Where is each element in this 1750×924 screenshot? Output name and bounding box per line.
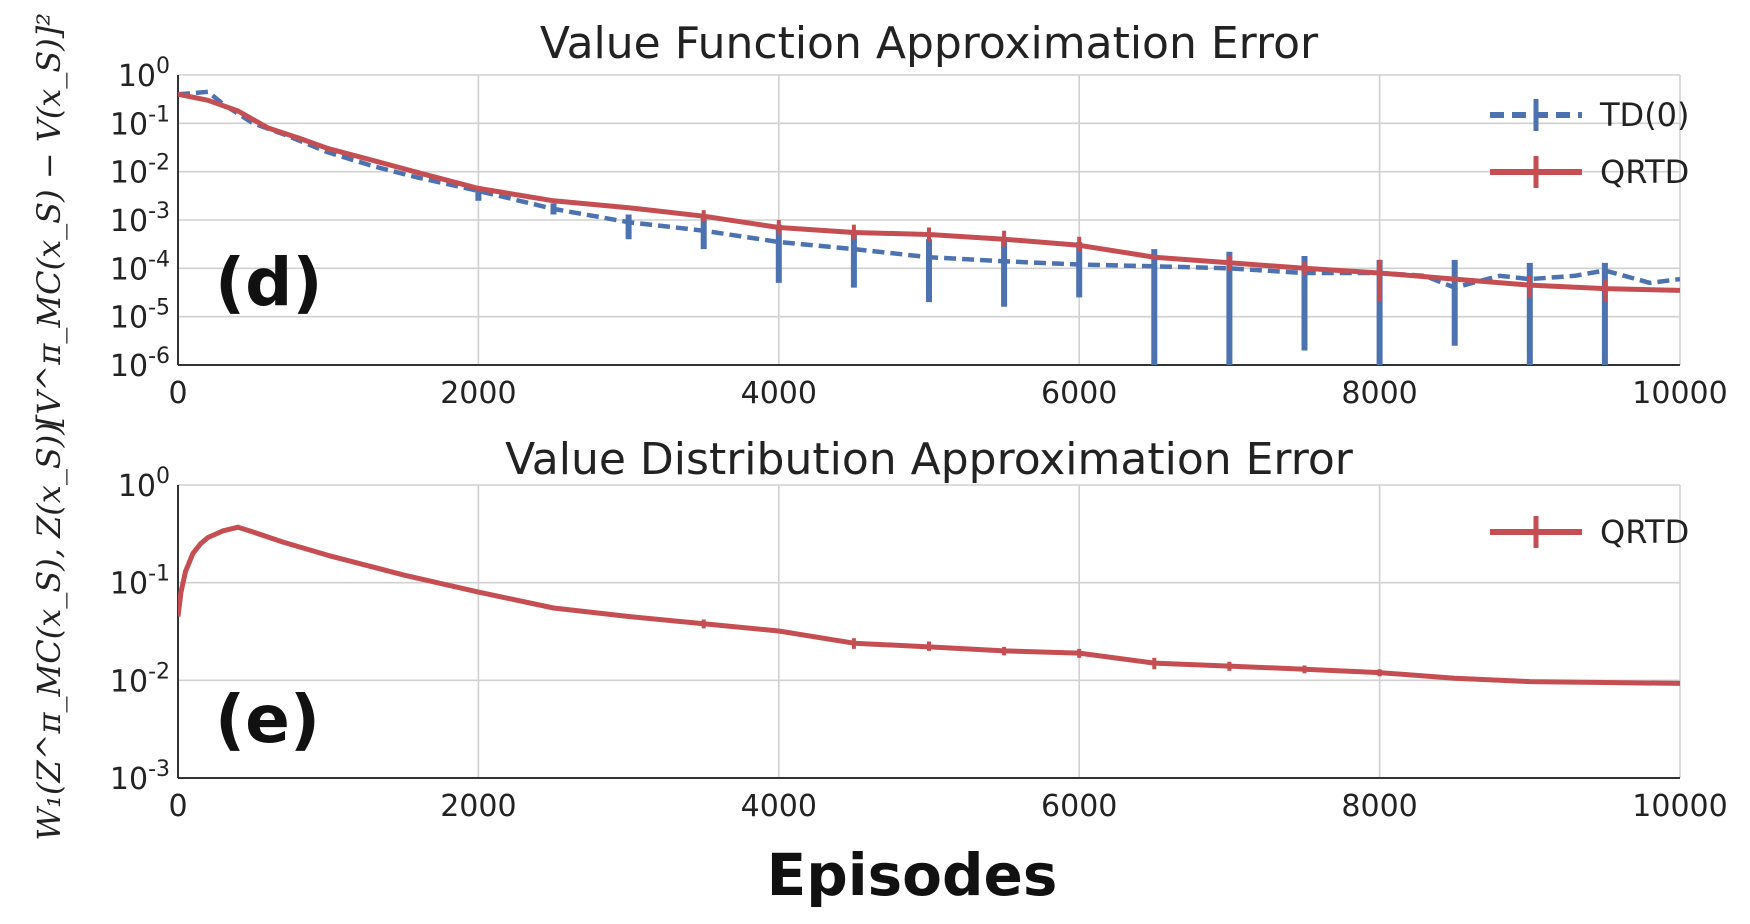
x-tick-label: 2000 bbox=[440, 789, 516, 824]
x-tick-label: 4000 bbox=[741, 376, 817, 411]
x-tick-label: 0 bbox=[168, 376, 187, 411]
y-tick-label: 10-1 bbox=[110, 562, 170, 602]
x-tick-label: 4000 bbox=[741, 789, 817, 824]
series-line-qrtd bbox=[178, 91, 1680, 293]
panel-value-function-error: 0 2000 4000 6000 8000 10000 100 10-1 10-2 10-3 10-… bbox=[30, 13, 1728, 427]
x-tick-label: 6000 bbox=[1041, 376, 1117, 411]
y-tick-label: 10-5 bbox=[110, 296, 170, 336]
y-tick-label: 10-2 bbox=[110, 659, 170, 699]
series-line-qrtd bbox=[178, 524, 1680, 686]
y-axis-label: [V^π_MC(x_S) − V(x_S)]² bbox=[30, 13, 68, 427]
x-tick-label: 2000 bbox=[440, 376, 516, 411]
x-tick-label: 6000 bbox=[1041, 789, 1117, 824]
legend-label: QRTD bbox=[1600, 513, 1689, 551]
x-tick-label: 8000 bbox=[1341, 376, 1417, 411]
panel-tag: (d) bbox=[215, 244, 323, 321]
y-tick-label: 10-2 bbox=[110, 151, 170, 191]
y-tick-label: 100 bbox=[118, 464, 170, 504]
chart-title: Value Function Approximation Error bbox=[540, 18, 1319, 69]
x-tick-label: 10000 bbox=[1632, 376, 1727, 411]
panel-value-distribution-error: 0 2000 4000 6000 8000 10000 100 10-1 10-2 10-3 Val… bbox=[30, 422, 1728, 840]
y-tick-label: 10-4 bbox=[110, 247, 170, 287]
series-line-td-0- bbox=[178, 89, 1680, 290]
plot-area bbox=[178, 524, 1680, 686]
legend-label: TD(0) bbox=[1599, 96, 1690, 134]
y-tick-label: 10-6 bbox=[110, 344, 170, 384]
x-tick-label: 10000 bbox=[1632, 789, 1727, 824]
y-axis-label: W₁(Z^π_MC(x_S), Z(x_S)) bbox=[30, 422, 68, 840]
y-tick-label: 10-1 bbox=[110, 102, 170, 142]
legend-label: QRTD bbox=[1600, 153, 1689, 191]
panel-tag: (e) bbox=[215, 681, 320, 758]
x-axis-label: Episodes bbox=[767, 841, 1058, 909]
x-tick-label: 8000 bbox=[1341, 789, 1417, 824]
x-tick-label: 0 bbox=[168, 789, 187, 824]
plot-area bbox=[178, 89, 1680, 365]
y-tick-label: 10-3 bbox=[110, 199, 170, 239]
y-tick-label: 100 bbox=[118, 54, 170, 94]
y-tick-label: 10-3 bbox=[110, 757, 170, 797]
chart-title: Value Distribution Approximation Error bbox=[505, 434, 1354, 485]
